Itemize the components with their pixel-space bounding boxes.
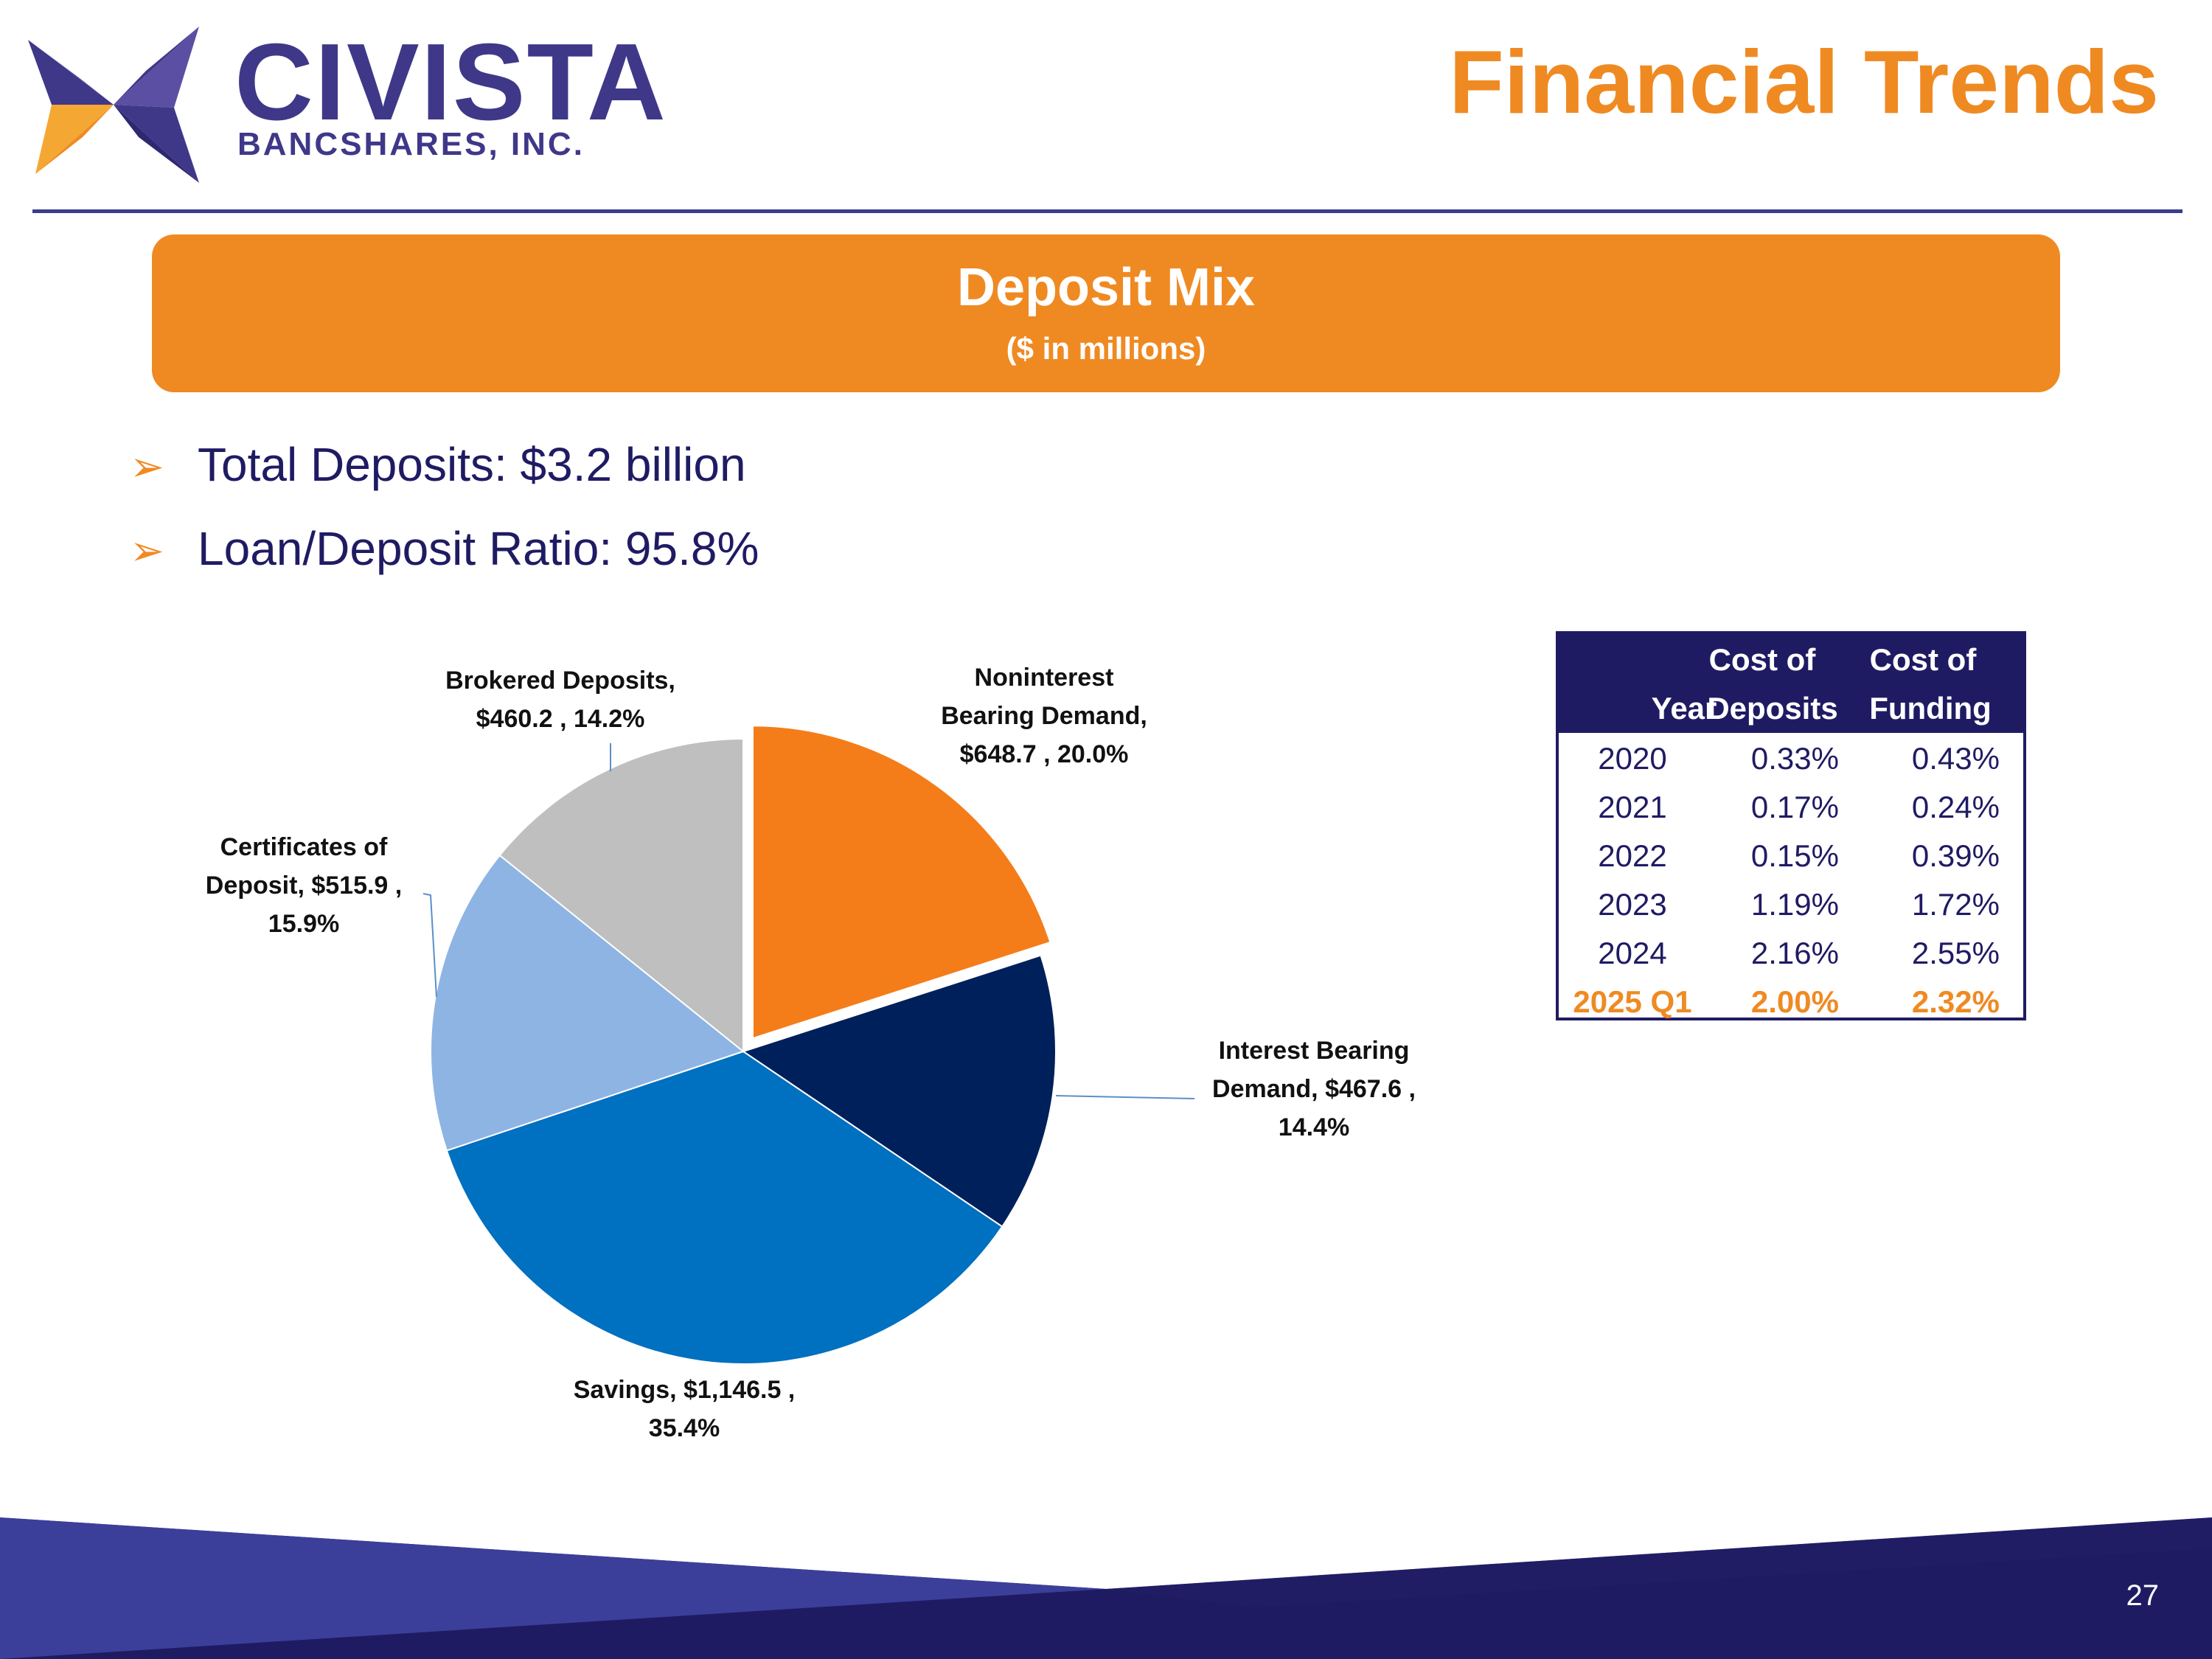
cell-cost-of-funding: 0.43% — [1911, 741, 2000, 776]
pie-slice-savings — [445, 1050, 1004, 1365]
pie-label-line: 15.9% — [268, 910, 339, 938]
table-header: Year Cost of Deposits Cost of Funding — [1559, 634, 2023, 733]
pie-label-line: Deposit, $515.9 , — [206, 872, 402, 900]
cell-year: 2022 — [1598, 838, 1667, 873]
pie-label-line: Demand, $467.6 , — [1212, 1075, 1416, 1103]
table-row: 2021 0.17% 0.24% — [1559, 782, 2023, 830]
page-title: Financial Trends — [1449, 32, 2159, 132]
pie-label-line: Brokered Deposits, — [445, 667, 675, 695]
pie-label-line: 35.4% — [649, 1414, 720, 1442]
pie-label-line: Interest Bearing — [1219, 1037, 1410, 1065]
pie-data-label: Savings, $1,146.5 , 35.4% — [574, 1376, 796, 1442]
table-row: 2023 1.19% 1.72% — [1559, 879, 2023, 928]
arrow-bullet-icon: ➢ — [130, 527, 164, 574]
table-row: 2025 Q1 2.00% 2.32% — [1559, 976, 2023, 1025]
pie-label-line: $648.7 , 20.0% — [960, 740, 1129, 768]
leader-line — [1055, 1095, 1195, 1099]
pie-label-line: 14.4% — [1279, 1113, 1349, 1141]
bullet-text: Loan/Deposit Ratio: 95.8% — [198, 522, 759, 575]
table-row: 2020 0.33% 0.43% — [1559, 733, 2023, 782]
pie-label-line: Certificates of — [220, 833, 388, 861]
pie-data-label: Brokered Deposits, $460.2 , 14.2% — [445, 667, 675, 733]
logo-wordmark: CIVISTA — [234, 21, 667, 143]
pie-label-line: Bearing Demand, — [941, 702, 1147, 730]
cell-cost-of-funding: 0.24% — [1911, 790, 2000, 824]
bullet-text: Total Deposits: $3.2 billion — [198, 438, 746, 491]
banner-subtitle: ($ in millions) — [1006, 331, 1206, 366]
pie-data-label: Noninterest Bearing Demand, $648.7 , 20.0% — [941, 664, 1147, 768]
pie-data-label: Certificates of Deposit, $515.9 , 15.9% — [206, 833, 402, 938]
cell-year: 2021 — [1598, 790, 1667, 824]
logo-subtext: BANCSHARES, INC. — [237, 126, 585, 162]
cell-cost-of-funding: 2.32% — [1911, 984, 2000, 1019]
civista-logo-mark — [28, 27, 199, 183]
cell-year: 2025 Q1 — [1573, 984, 1692, 1019]
bullet-total-deposits: ➢ Total Deposits: $3.2 billion — [130, 441, 746, 488]
bullet-loan-deposit-ratio: ➢ Loan/Deposit Ratio: 95.8% — [130, 525, 759, 572]
cell-cost-of-deposits: 0.15% — [1750, 838, 1839, 873]
pie-slice-interest-bearing-demand — [741, 954, 1057, 1228]
page-number: 27 — [2126, 1579, 2160, 1612]
pie-slice-noninterest-bearing-demand — [751, 725, 1051, 1040]
banner-title: Deposit Mix — [956, 258, 1256, 317]
cell-year: 2023 — [1598, 887, 1667, 922]
pie-data-label: Interest Bearing Demand, $467.6 , 14.4% — [1212, 1037, 1416, 1141]
cost-of-funds-table: Year Cost of Deposits Cost of Funding 20… — [1556, 631, 2026, 1020]
arrow-bullet-icon: ➢ — [130, 443, 164, 490]
cell-cost-of-deposits: 0.33% — [1750, 741, 1839, 776]
cell-cost-of-deposits: 0.17% — [1750, 790, 1839, 824]
table-body: 2020 0.33% 0.43% 2021 0.17% 0.24% 2022 0.15% 0.3… — [1559, 733, 2023, 1020]
cell-cost-of-deposits: 1.19% — [1750, 887, 1839, 922]
pie-label-line: Noninterest — [975, 664, 1114, 692]
cell-cost-of-funding: 0.39% — [1911, 838, 2000, 873]
pie-slice-brokered-deposits — [498, 737, 744, 1054]
section-banner: Deposit Mix ($ in millions) — [152, 234, 2060, 392]
cell-cost-of-deposits: 2.16% — [1750, 936, 1839, 970]
footer-band — [0, 1517, 2212, 1659]
table-row: 2024 2.16% 2.55% — [1559, 928, 2023, 976]
header-divider — [32, 209, 2183, 213]
cell-year: 2024 — [1598, 936, 1667, 970]
pie-label-line: $460.2 , 14.2% — [476, 705, 645, 733]
cell-cost-of-funding: 2.55% — [1911, 936, 2000, 970]
pie-label-line: Savings, $1,146.5 , — [574, 1376, 796, 1404]
leader-line — [422, 893, 437, 998]
cell-year: 2020 — [1598, 741, 1667, 776]
cell-cost-of-funding: 1.72% — [1911, 887, 2000, 922]
table-row: 2022 0.15% 0.39% — [1559, 830, 2023, 879]
pie-slice-certificates-of-deposit — [430, 854, 745, 1152]
cell-cost-of-deposits: 2.00% — [1750, 984, 1839, 1019]
